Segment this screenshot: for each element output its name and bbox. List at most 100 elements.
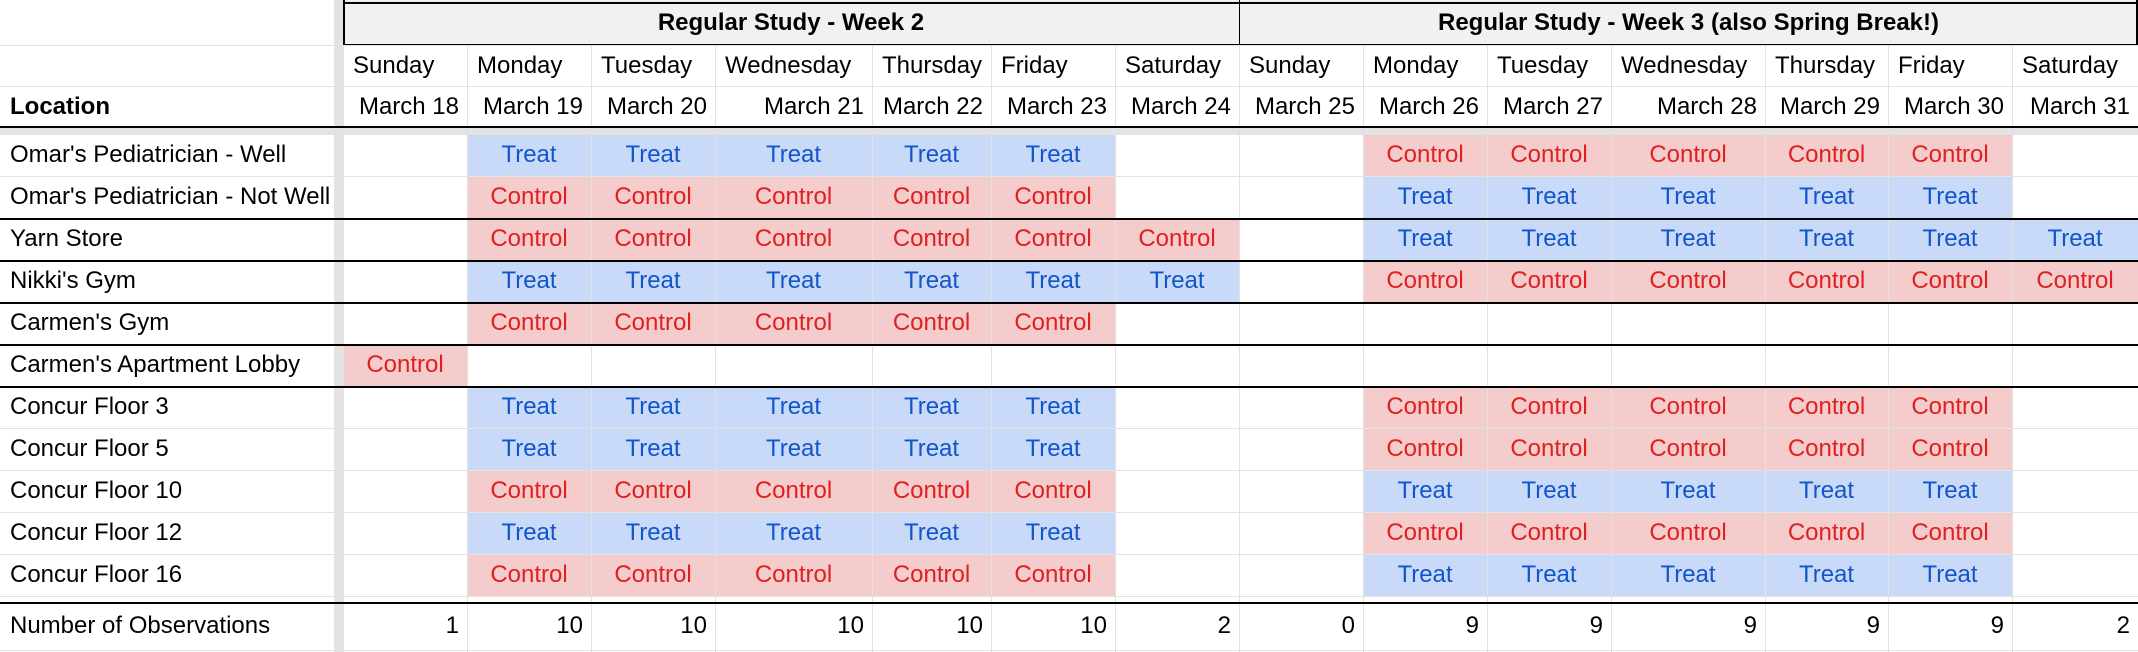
location-row-label[interactable]: Yarn Store [10, 225, 123, 252]
treat-cell[interactable]: Treat [1888, 176, 2012, 218]
treat-cell[interactable]: Treat [591, 260, 715, 302]
frozen-column-divider[interactable] [334, 0, 343, 652]
blank-header-cell[interactable] [0, 45, 334, 86]
date-header[interactable]: March 31 [2029, 92, 2130, 120]
date-header[interactable]: March 18 [358, 92, 459, 120]
empty-cell[interactable] [2012, 344, 2138, 386]
day-name-header[interactable]: Tuesday [601, 51, 693, 79]
location-row-label[interactable]: Carmen's Apartment Lobby [10, 351, 301, 378]
control-cell[interactable]: Control [715, 470, 872, 512]
location-row-label[interactable]: Concur Floor 12 [10, 519, 183, 546]
empty-cell[interactable] [1239, 344, 1363, 386]
control-cell[interactable]: Control [991, 176, 1115, 218]
treat-cell[interactable]: Treat [715, 260, 872, 302]
control-cell[interactable]: Control [1888, 260, 2012, 302]
empty-cell[interactable] [991, 344, 1115, 386]
treat-cell[interactable]: Treat [991, 260, 1115, 302]
control-cell[interactable]: Control [467, 302, 591, 344]
location-row-label[interactable]: Concur Floor 10 [10, 477, 183, 504]
blank-header-cell[interactable] [0, 0, 334, 45]
day-name-header[interactable]: Friday [1898, 51, 1965, 79]
observation-count[interactable]: 10 [556, 612, 583, 639]
observation-count[interactable]: 9 [1866, 612, 1880, 639]
observation-count[interactable]: 10 [680, 612, 707, 639]
treat-cell[interactable]: Treat [1765, 176, 1888, 218]
empty-cell[interactable] [1115, 470, 1239, 512]
day-name-header[interactable]: Thursday [1775, 51, 1876, 79]
date-header[interactable]: March 20 [606, 92, 707, 120]
empty-cell[interactable] [1115, 302, 1239, 344]
treat-cell[interactable]: Treat [1487, 176, 1611, 218]
empty-cell[interactable] [467, 344, 591, 386]
treat-cell[interactable]: Treat [1765, 554, 1888, 596]
date-header[interactable]: March 29 [1779, 92, 1880, 120]
control-cell[interactable]: Control [591, 218, 715, 260]
control-cell[interactable]: Control [1765, 428, 1888, 470]
day-name-header[interactable]: Sunday [353, 51, 435, 79]
empty-cell[interactable] [1487, 302, 1611, 344]
control-cell[interactable]: Control [343, 344, 467, 386]
treat-cell[interactable]: Treat [1765, 218, 1888, 260]
empty-cell[interactable] [2012, 134, 2138, 176]
treat-cell[interactable]: Treat [991, 386, 1115, 428]
treat-cell[interactable]: Treat [2012, 218, 2138, 260]
control-cell[interactable]: Control [1611, 260, 1765, 302]
control-cell[interactable]: Control [1765, 512, 1888, 554]
empty-cell[interactable] [1115, 176, 1239, 218]
treat-cell[interactable]: Treat [715, 386, 872, 428]
treat-cell[interactable]: Treat [591, 134, 715, 176]
control-cell[interactable]: Control [1487, 428, 1611, 470]
empty-cell[interactable] [343, 470, 467, 512]
empty-cell[interactable] [1239, 176, 1363, 218]
empty-cell[interactable] [343, 134, 467, 176]
treat-cell[interactable]: Treat [467, 386, 591, 428]
control-cell[interactable]: Control [1611, 386, 1765, 428]
control-cell[interactable]: Control [1487, 134, 1611, 176]
treat-cell[interactable]: Treat [1487, 470, 1611, 512]
empty-cell[interactable] [2012, 512, 2138, 554]
empty-cell[interactable] [343, 260, 467, 302]
control-cell[interactable]: Control [467, 554, 591, 596]
date-header[interactable]: March 28 [1656, 92, 1757, 120]
day-name-header[interactable]: Friday [1001, 51, 1068, 79]
empty-cell[interactable] [1115, 554, 1239, 596]
empty-cell[interactable] [1239, 428, 1363, 470]
empty-cell[interactable] [1363, 344, 1487, 386]
date-header[interactable]: March 22 [882, 92, 983, 120]
control-cell[interactable]: Control [1888, 512, 2012, 554]
control-cell[interactable]: Control [872, 218, 991, 260]
control-cell[interactable]: Control [1487, 512, 1611, 554]
empty-cell[interactable] [2012, 554, 2138, 596]
control-cell[interactable]: Control [715, 554, 872, 596]
observation-count[interactable]: 9 [1990, 612, 2004, 639]
treat-cell[interactable]: Treat [1487, 218, 1611, 260]
location-row-label[interactable]: Concur Floor 3 [10, 393, 169, 420]
control-cell[interactable]: Control [991, 218, 1115, 260]
control-cell[interactable]: Control [1765, 386, 1888, 428]
empty-cell[interactable] [591, 344, 715, 386]
observation-count[interactable]: 1 [445, 612, 459, 639]
control-cell[interactable]: Control [1363, 512, 1487, 554]
empty-cell[interactable] [1611, 302, 1765, 344]
control-cell[interactable]: Control [591, 302, 715, 344]
empty-cell[interactable] [1239, 554, 1363, 596]
treat-cell[interactable]: Treat [1611, 470, 1765, 512]
empty-cell[interactable] [1239, 386, 1363, 428]
empty-cell[interactable] [872, 344, 991, 386]
observation-count[interactable]: 10 [956, 612, 983, 639]
control-cell[interactable]: Control [872, 302, 991, 344]
location-row-label[interactable]: Carmen's Gym [10, 309, 170, 336]
treat-cell[interactable]: Treat [1888, 470, 2012, 512]
observation-count[interactable]: 10 [1080, 612, 1107, 639]
empty-cell[interactable] [2012, 470, 2138, 512]
date-header[interactable]: March 19 [482, 92, 583, 120]
observation-count[interactable]: 10 [837, 612, 864, 639]
empty-cell[interactable] [1239, 218, 1363, 260]
empty-cell[interactable] [343, 428, 467, 470]
control-cell[interactable]: Control [1363, 428, 1487, 470]
treat-cell[interactable]: Treat [1363, 554, 1487, 596]
treat-cell[interactable]: Treat [715, 512, 872, 554]
empty-cell[interactable] [2012, 386, 2138, 428]
day-name-header[interactable]: Wednesday [725, 51, 852, 79]
empty-cell[interactable] [1115, 134, 1239, 176]
